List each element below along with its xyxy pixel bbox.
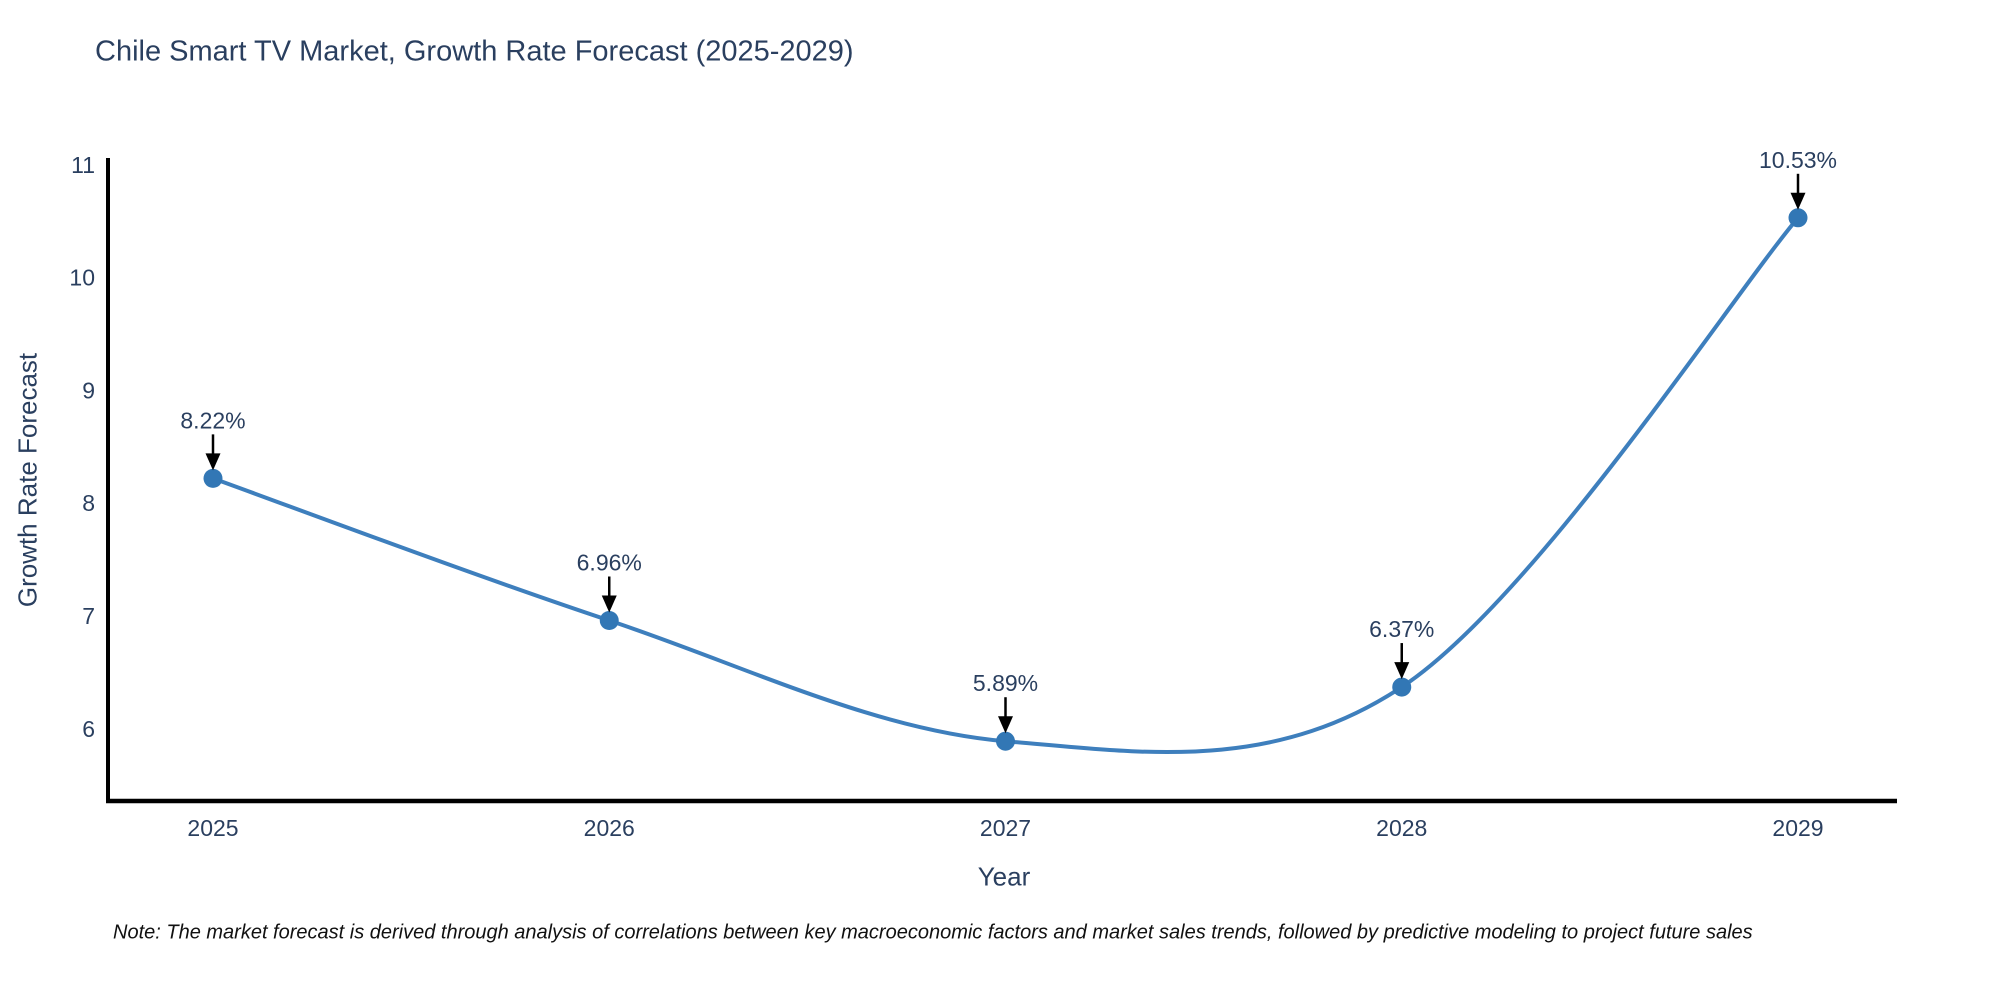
y-tick-label: 6 — [82, 716, 95, 742]
x-tick-label: 2029 — [1772, 815, 1823, 841]
data-point-label: 5.89% — [973, 670, 1038, 696]
data-point-label: 10.53% — [1759, 147, 1837, 173]
chart-title: Chile Smart TV Market, Growth Rate Forec… — [95, 35, 854, 68]
data-point-label: 8.22% — [180, 407, 245, 433]
y-tick-label: 7 — [82, 603, 95, 629]
footnote: Note: The market forecast is derived thr… — [113, 921, 1753, 944]
data-point-marker[interactable] — [599, 611, 619, 631]
y-tick-label: 10 — [69, 265, 95, 291]
x-tick-label: 2027 — [980, 815, 1031, 841]
x-axis-title: Year — [977, 861, 1031, 892]
data-point-marker[interactable] — [203, 468, 223, 488]
annotation-arrowhead — [998, 716, 1013, 734]
data-point-marker[interactable] — [996, 731, 1015, 751]
x-tick-label: 2025 — [187, 815, 238, 841]
x-tick-label: 2026 — [584, 815, 635, 841]
data-point-marker[interactable] — [1788, 208, 1808, 228]
trend-line — [211, 215, 1800, 755]
data-point-label: 6.37% — [1369, 616, 1434, 642]
annotation-arrowhead — [601, 595, 617, 613]
x-tick-label: 2028 — [1376, 815, 1427, 841]
data-point-marker[interactable] — [1392, 677, 1412, 697]
y-tick-label: 11 — [71, 152, 95, 178]
y-tick-label: 8 — [82, 490, 95, 516]
annotation-arrowhead — [1394, 662, 1410, 680]
annotation-arrowhead — [205, 453, 221, 471]
annotation-arrowhead — [1790, 192, 1806, 210]
data-point-label: 6.96% — [577, 550, 642, 576]
y-tick-label: 9 — [82, 377, 95, 403]
